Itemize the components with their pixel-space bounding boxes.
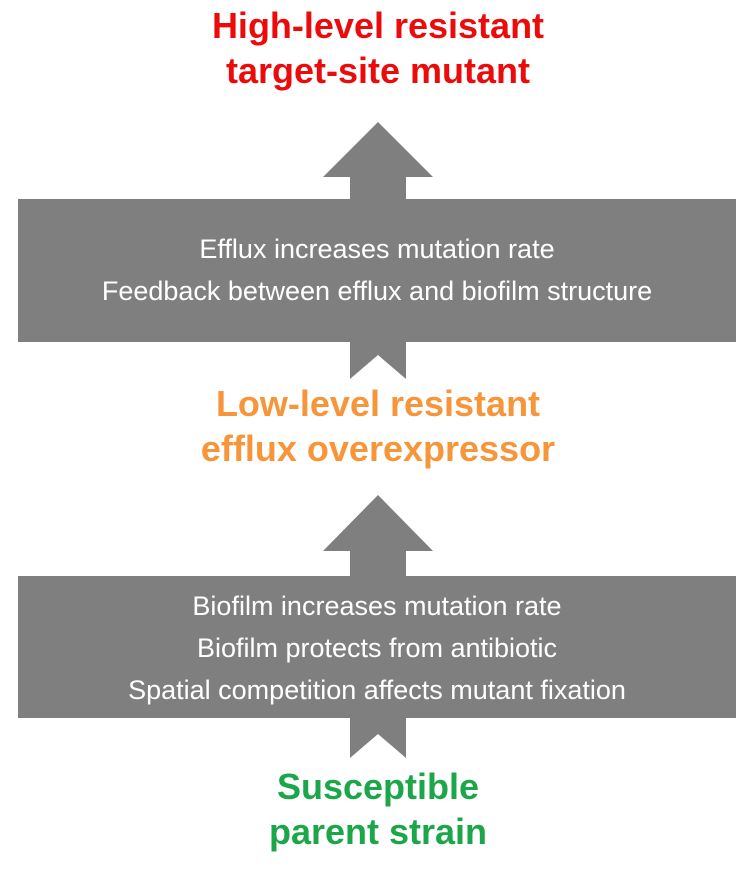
upper-transition-line-1: Efflux increases mutation rate [199,234,555,264]
middle-stage-label: Low-level resistant efflux overexpressor [0,381,756,471]
bottom-stage-label: Susceptible parent strain [0,764,756,854]
bottom-stage-line-1: Susceptible [276,766,480,807]
upper-transition-line-2: Feedback between efflux and biofilm stru… [101,276,653,306]
lower-transition-arrow [18,495,736,758]
upper-arrowhead [323,122,433,199]
lower-transition-text: Biofilm increases mutation rate Biofilm … [18,585,736,711]
upper-arrow-stem [350,342,406,379]
upper-transition-box [18,199,736,342]
lower-transition-line-1: Biofilm increases mutation rate [192,591,562,621]
upper-transition-text: Efflux increases mutation rate Feedback … [18,228,736,312]
top-stage-line-1: High-level resistant [211,5,545,46]
lower-arrowhead [323,495,433,576]
bottom-stage-line-2: parent strain [268,811,488,852]
lower-transition-line-2: Biofilm protects from antibiotic [196,633,558,663]
middle-stage-line-2: efflux overexpressor [200,428,556,469]
top-stage-label: High-level resistant target-site mutant [0,3,756,93]
top-stage-line-2: target-site mutant [225,50,531,91]
upper-transition-arrow [18,122,736,379]
lower-transition-box [18,576,736,718]
lower-transition-line-3: Spatial competition affects mutant fixat… [128,675,626,705]
middle-stage-line-1: Low-level resistant [215,383,541,424]
lower-arrow-stem [350,718,406,758]
